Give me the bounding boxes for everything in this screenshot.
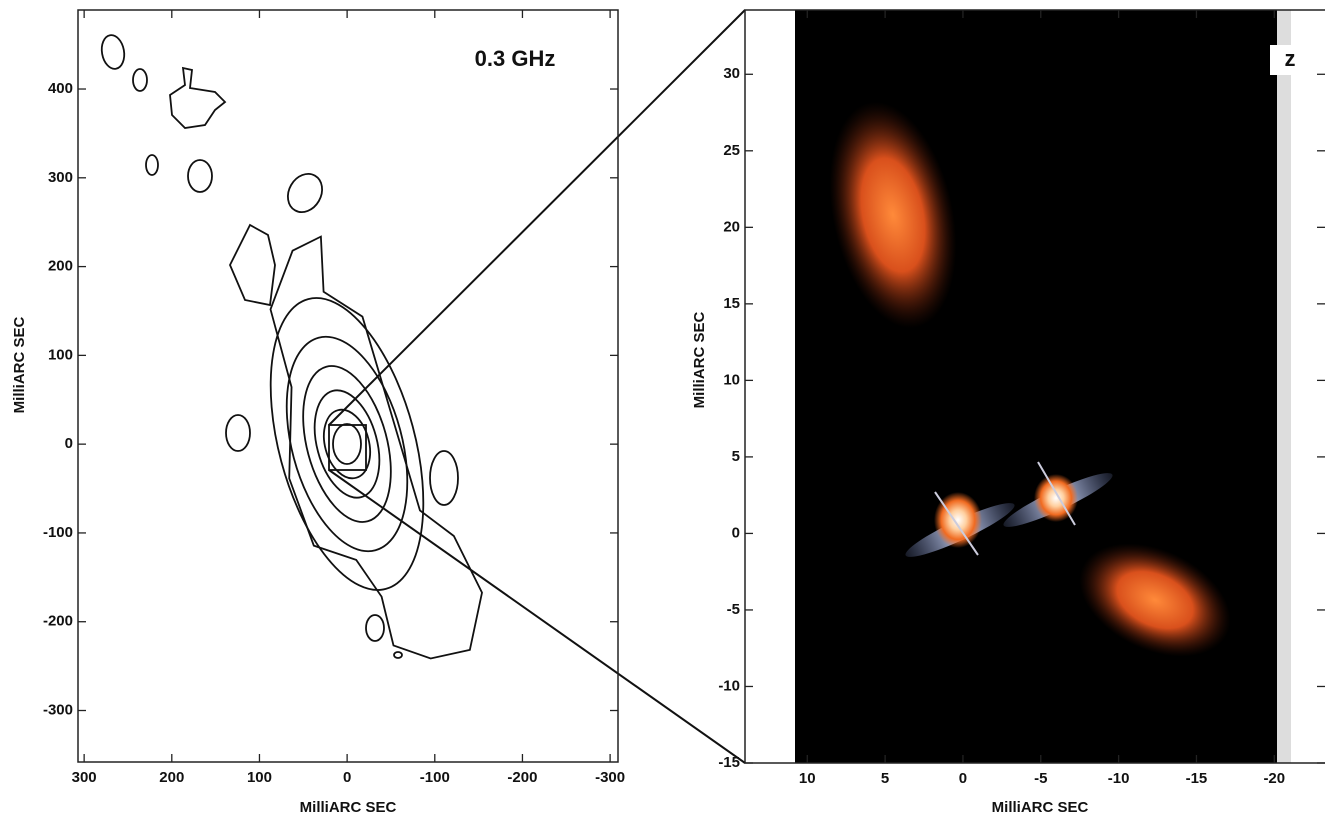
y-tick-label: 400	[48, 80, 73, 97]
axes-frame	[744, 9, 1325, 764]
y-axis-label: MilliARC SEC	[11, 317, 28, 414]
y-tick-label: -15	[718, 754, 740, 771]
annotation: z	[1285, 46, 1296, 71]
zoom-line	[328, 9, 746, 426]
y-tick-label: 100	[48, 346, 73, 363]
y-tick-label: 25	[723, 142, 740, 159]
x-tick-label: -300	[595, 769, 625, 786]
x-tick-label: 200	[159, 769, 184, 786]
y-tick-label: 5	[732, 448, 740, 465]
x-tick-label: -5	[1034, 770, 1047, 787]
x-tick-label: -20	[1263, 770, 1285, 787]
contours	[100, 34, 483, 660]
x-tick-label: -15	[1186, 770, 1208, 787]
image-sources	[829, 101, 1231, 657]
y-tick-label: -5	[727, 601, 740, 618]
image-shadow	[1277, 10, 1291, 763]
x-tick-label: 5	[881, 770, 889, 787]
x-tick-label: -10	[1108, 770, 1130, 787]
label-mask	[1270, 45, 1325, 75]
y-axis-label: MilliARC SEC	[691, 312, 708, 409]
x-tick-label: 10	[799, 770, 816, 787]
x-tick-label: -100	[420, 769, 450, 786]
y-tick-label: -200	[43, 613, 73, 630]
x-tick-label: 300	[72, 769, 97, 786]
x-tick-label: 0	[959, 770, 967, 787]
zoom-line	[328, 469, 746, 764]
x-axis-label: MilliARC SEC	[992, 799, 1089, 816]
y-tick-label: -100	[43, 524, 73, 541]
y-tick-label: 200	[48, 258, 73, 275]
y-tick-label: -10	[718, 677, 740, 694]
x-tick-label: -200	[507, 769, 537, 786]
y-tick-label: 20	[723, 218, 740, 235]
y-tick-label: 15	[723, 295, 740, 312]
y-tick-label: 300	[48, 169, 73, 186]
x-axis-label: MilliARC SEC	[300, 799, 397, 816]
y-tick-label: 30	[723, 65, 740, 82]
y-tick-label: 0	[732, 524, 740, 541]
x-tick-label: 100	[247, 769, 272, 786]
y-tick-label: 10	[723, 371, 740, 388]
y-tick-label: -300	[43, 701, 73, 718]
axes-frame	[77, 9, 619, 763]
x-tick-label: 0	[343, 769, 351, 786]
y-tick-label: 0	[65, 435, 73, 452]
annotation: 0.3 GHz	[475, 46, 556, 71]
